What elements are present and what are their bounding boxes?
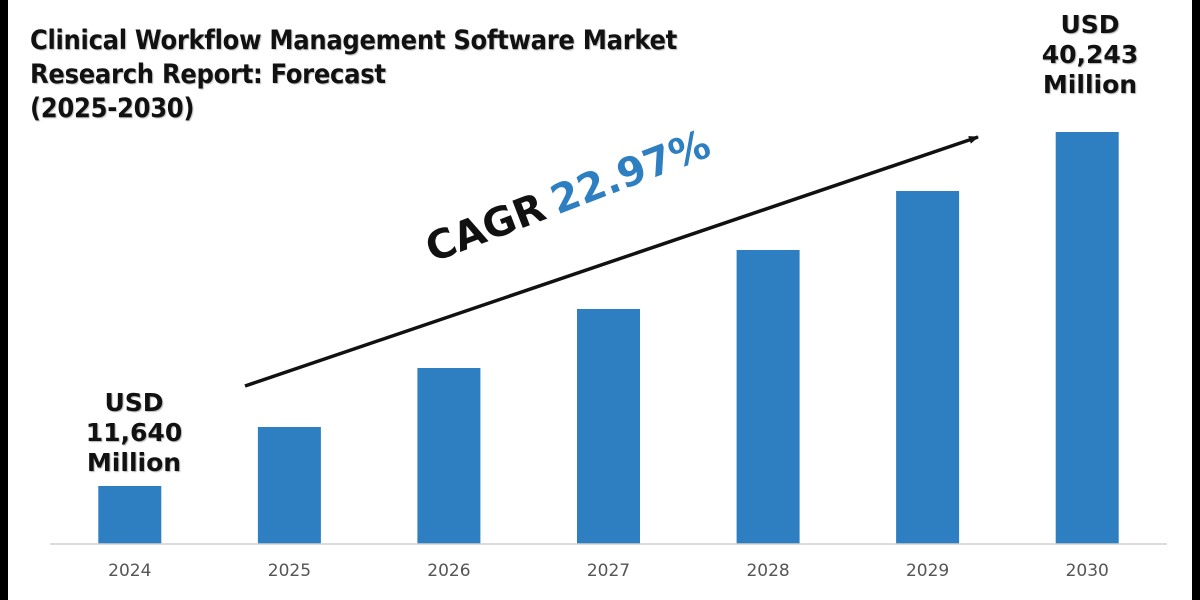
bar-2029: [896, 191, 960, 544]
x-tick-label: 2025: [268, 561, 311, 581]
title-line-1: Clinical Workflow Management Software Ma…: [30, 25, 677, 56]
start-value-line-2: 11,640: [85, 418, 183, 447]
x-tick-label: 2030: [1066, 561, 1109, 581]
x-tick-label: 2027: [587, 561, 630, 581]
right-border: [1192, 0, 1200, 600]
bar-2028: [736, 250, 800, 544]
x-tick-label: 2026: [427, 561, 470, 581]
title-line-2: Research Report: Forecast: [30, 59, 386, 90]
chart-title: Clinical Workflow Management Software Ma…: [30, 24, 770, 126]
x-tick-label: 2029: [906, 561, 949, 581]
bar-2026: [417, 368, 481, 544]
end-value-line-1: USD: [1060, 10, 1120, 39]
growth-arrow: [244, 135, 979, 388]
end-value-line-3: Million: [1042, 70, 1138, 99]
bar-2027: [577, 309, 640, 544]
title-line-3: (2025-2030): [30, 93, 195, 124]
start-value-label: USD 11,640 Million: [74, 388, 194, 478]
start-value-line-1: USD: [104, 388, 164, 417]
end-value-label: USD 40,243 Million: [1030, 10, 1150, 100]
bar-2030: [1055, 132, 1119, 544]
start-value-line-3: Million: [86, 448, 182, 477]
bar-2025: [257, 427, 321, 544]
x-tick-label: 2024: [108, 561, 151, 581]
end-value-line-2: 40,243: [1041, 40, 1139, 69]
x-tick-label: 2028: [746, 561, 789, 581]
bar-2024: [98, 486, 162, 544]
left-border: [0, 0, 8, 600]
